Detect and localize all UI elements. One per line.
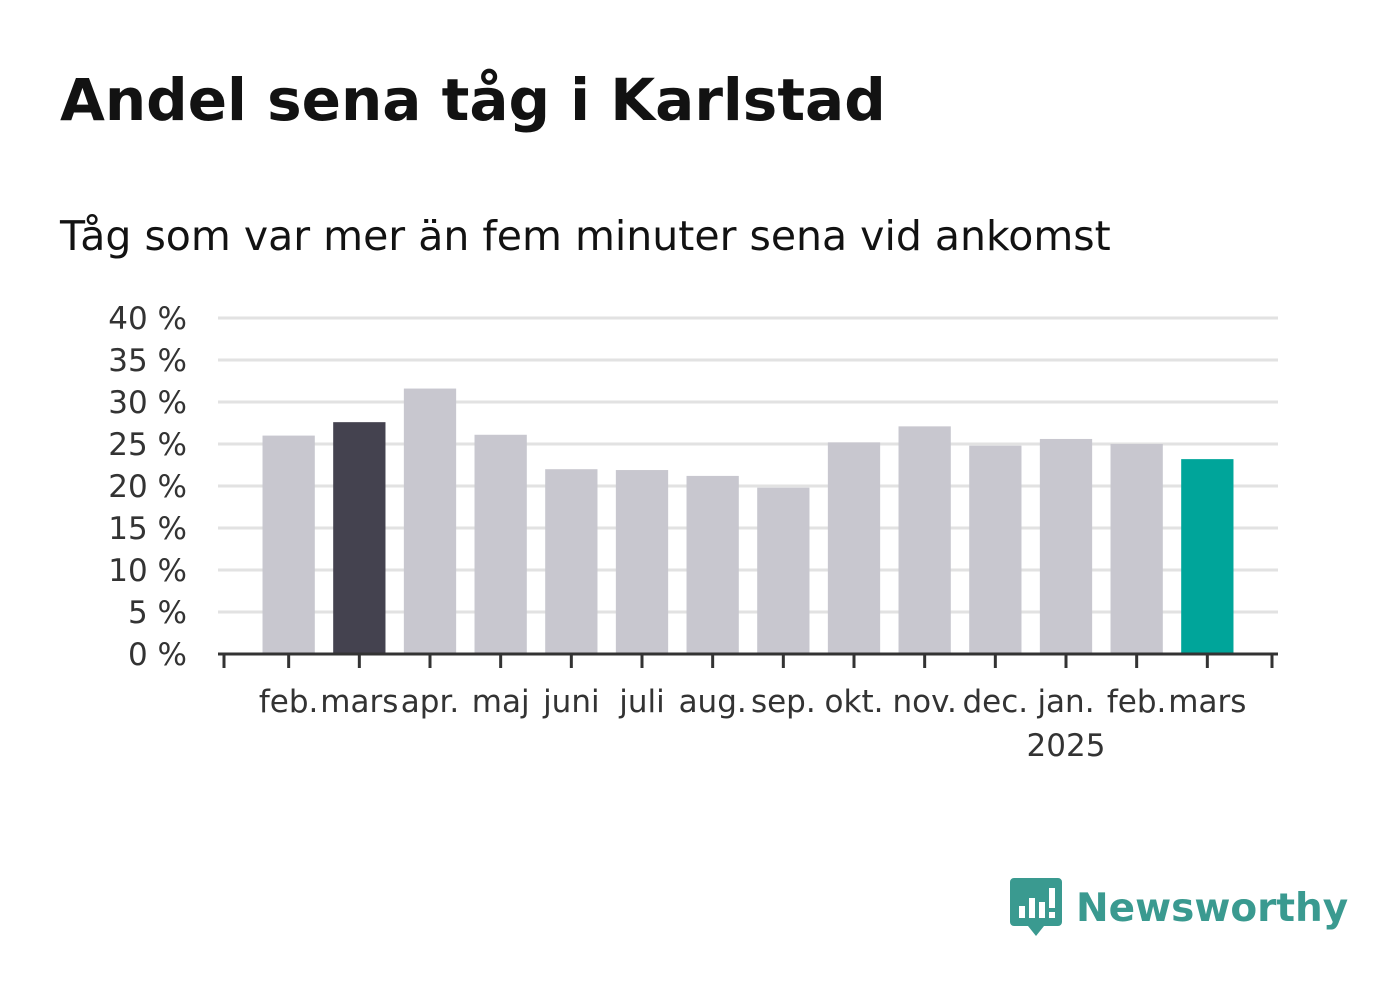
x-tick-label: juli	[618, 684, 665, 720]
bar	[615, 470, 669, 654]
bar	[545, 469, 598, 654]
gridlines	[218, 316, 1278, 614]
x-tick-label: feb.	[259, 684, 319, 720]
y-axis-ticks: 0 % 5 % 10 % 15 % 20 % 25 % 30 % 35 % 40 %	[108, 301, 187, 673]
bar	[686, 475, 739, 654]
newsworthy-logo: Newsworthy	[1010, 878, 1348, 938]
x-tick-label: maj	[472, 684, 530, 720]
x-tick-year-label: 2025	[1027, 728, 1106, 764]
x-axis-ticks: feb. mars apr. maj juni juli aug. sep. okt. nov. d…	[259, 684, 1246, 764]
y-tick-label: 0 %	[128, 637, 187, 673]
y-tick-label: 25 %	[108, 427, 187, 463]
chart-title: Andel sena tåg i Karlstad	[60, 66, 886, 134]
x-tick-label: mars	[320, 684, 398, 720]
x-tick-label: nov.	[892, 684, 956, 720]
bar	[403, 388, 457, 654]
bar	[827, 442, 881, 654]
bar	[969, 445, 1022, 654]
x-tick-label: feb.	[1107, 684, 1167, 720]
y-tick-label: 5 %	[128, 595, 187, 631]
bar	[757, 487, 810, 654]
bar	[474, 434, 527, 654]
brand-name: Newsworthy	[1076, 885, 1349, 931]
bar	[1039, 438, 1093, 654]
x-tick-label: mars	[1168, 684, 1246, 720]
x-tick-label: dec.	[963, 684, 1029, 720]
x-axis	[218, 652, 1278, 668]
bar	[898, 426, 951, 654]
bars	[262, 388, 1234, 654]
y-tick-label: 30 %	[108, 385, 187, 421]
bar	[1181, 459, 1234, 654]
bar	[333, 422, 386, 654]
x-tick-label: juni	[542, 684, 600, 720]
y-tick-label: 15 %	[108, 511, 187, 547]
x-tick-label: jan.	[1036, 684, 1094, 720]
y-tick-label: 10 %	[108, 553, 187, 589]
y-tick-label: 35 %	[108, 343, 187, 379]
x-tick-label: sep.	[751, 684, 816, 720]
bar	[262, 435, 315, 654]
y-tick-label: 20 %	[108, 469, 187, 505]
bar	[1110, 444, 1163, 654]
x-tick-label: okt.	[825, 684, 884, 720]
x-tick-label: aug.	[679, 684, 747, 720]
x-tick-label: apr.	[401, 684, 459, 720]
bar-chart-speech-bubble-icon	[1010, 878, 1062, 936]
chart-subtitle: Tåg som var mer än fem minuter sena vid …	[60, 212, 1111, 260]
y-tick-label: 40 %	[108, 301, 187, 337]
